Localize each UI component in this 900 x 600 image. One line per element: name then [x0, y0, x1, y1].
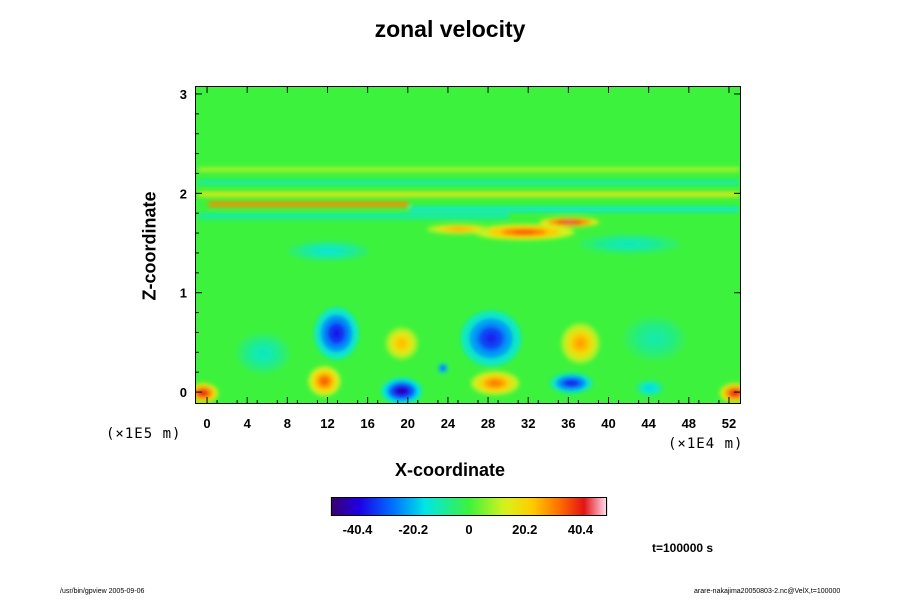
- heatmap-band-19: [208, 201, 409, 207]
- heatmap-cell-13-3: [441, 367, 445, 370]
- heatmap-band-20: [408, 206, 740, 212]
- footer-command: /usr/bin/gpview 2005-09-06: [60, 588, 145, 595]
- x-tick-label-12: 12: [320, 416, 334, 431]
- x-tick-label-24: 24: [441, 416, 456, 431]
- x-tick-label-28: 28: [481, 416, 495, 431]
- colorbar-tick-label-3: 20.2: [512, 522, 537, 537]
- y-axis-scale-note: (×1E5 m): [106, 426, 182, 442]
- heatmap-cell-14-3: [513, 230, 536, 234]
- footer-source: arare-nakajima20050803-2.nc@VelX,t=10000…: [694, 588, 841, 595]
- colorbar-tick-label-2: 0: [465, 522, 472, 537]
- heatmap-cell-18-3: [618, 241, 641, 247]
- x-tick-label-44: 44: [641, 416, 656, 431]
- x-tick-label-36: 36: [561, 416, 575, 431]
- heatmap-cell-4-3: [257, 348, 269, 358]
- x-tick-label-40: 40: [601, 416, 615, 431]
- y-axis-label: Z-coordinate: [139, 191, 160, 301]
- x-tick-label-8: 8: [284, 416, 291, 431]
- x-axis-scale-note: (×1E4 m): [668, 436, 744, 452]
- y-tick-label-0: 0: [180, 385, 187, 400]
- x-tick-label-52: 52: [722, 416, 736, 431]
- x-tick-label-48: 48: [682, 416, 696, 431]
- x-tick-label-32: 32: [521, 416, 535, 431]
- colorbar-tick-label-4: 40.4: [568, 522, 594, 537]
- y-tick-label-2: 2: [180, 186, 187, 201]
- heatmap-cell-17-3: [319, 248, 338, 254]
- chart-title: zonal velocity: [374, 16, 526, 42]
- heatmap-cell-7-3: [397, 388, 407, 394]
- heatmap-plot-area: [195, 86, 741, 404]
- x-tick-label-16: 16: [360, 416, 374, 431]
- x-tick-label-20: 20: [401, 416, 415, 431]
- heatmap-cell-8-3: [489, 380, 501, 386]
- x-tick-label-0: 0: [203, 416, 210, 431]
- colorbar: [331, 497, 607, 516]
- x-tick-label-4: 4: [244, 416, 252, 431]
- heatmap-band-24: [198, 213, 510, 220]
- colorbar-tick-label-1: -20.2: [398, 522, 428, 537]
- heatmap-cell-1-3: [398, 339, 406, 347]
- y-tick-label-3: 3: [180, 87, 187, 102]
- heatmap-cell-15-3: [562, 221, 576, 224]
- heatmap-svg: [196, 87, 740, 403]
- heatmap-cell-0-3: [331, 327, 342, 340]
- heatmap-band-21: [198, 191, 740, 197]
- heatmap-cell-16-3: [451, 228, 467, 231]
- time-label: t=100000 s: [652, 541, 714, 555]
- heatmap-cell-10-3: [199, 390, 207, 396]
- heatmap-cell-9-3: [566, 380, 577, 386]
- heatmap-band-22: [198, 180, 740, 185]
- x-axis-label: X-coordinate: [394, 460, 505, 480]
- heatmap-cell-6-3: [320, 377, 329, 385]
- y-tick-label-1: 1: [180, 286, 187, 301]
- heatmap-cell-11-3: [731, 390, 739, 396]
- heatmap-cell-12-3: [646, 386, 653, 390]
- heatmap-band-23: [198, 167, 740, 172]
- heatmap-cell-5-3: [648, 333, 662, 344]
- heatmap-cell-2-3: [484, 332, 498, 345]
- colorbar-tick-label-0: -40.4: [343, 522, 373, 537]
- heatmap-cell-3-3: [576, 339, 585, 348]
